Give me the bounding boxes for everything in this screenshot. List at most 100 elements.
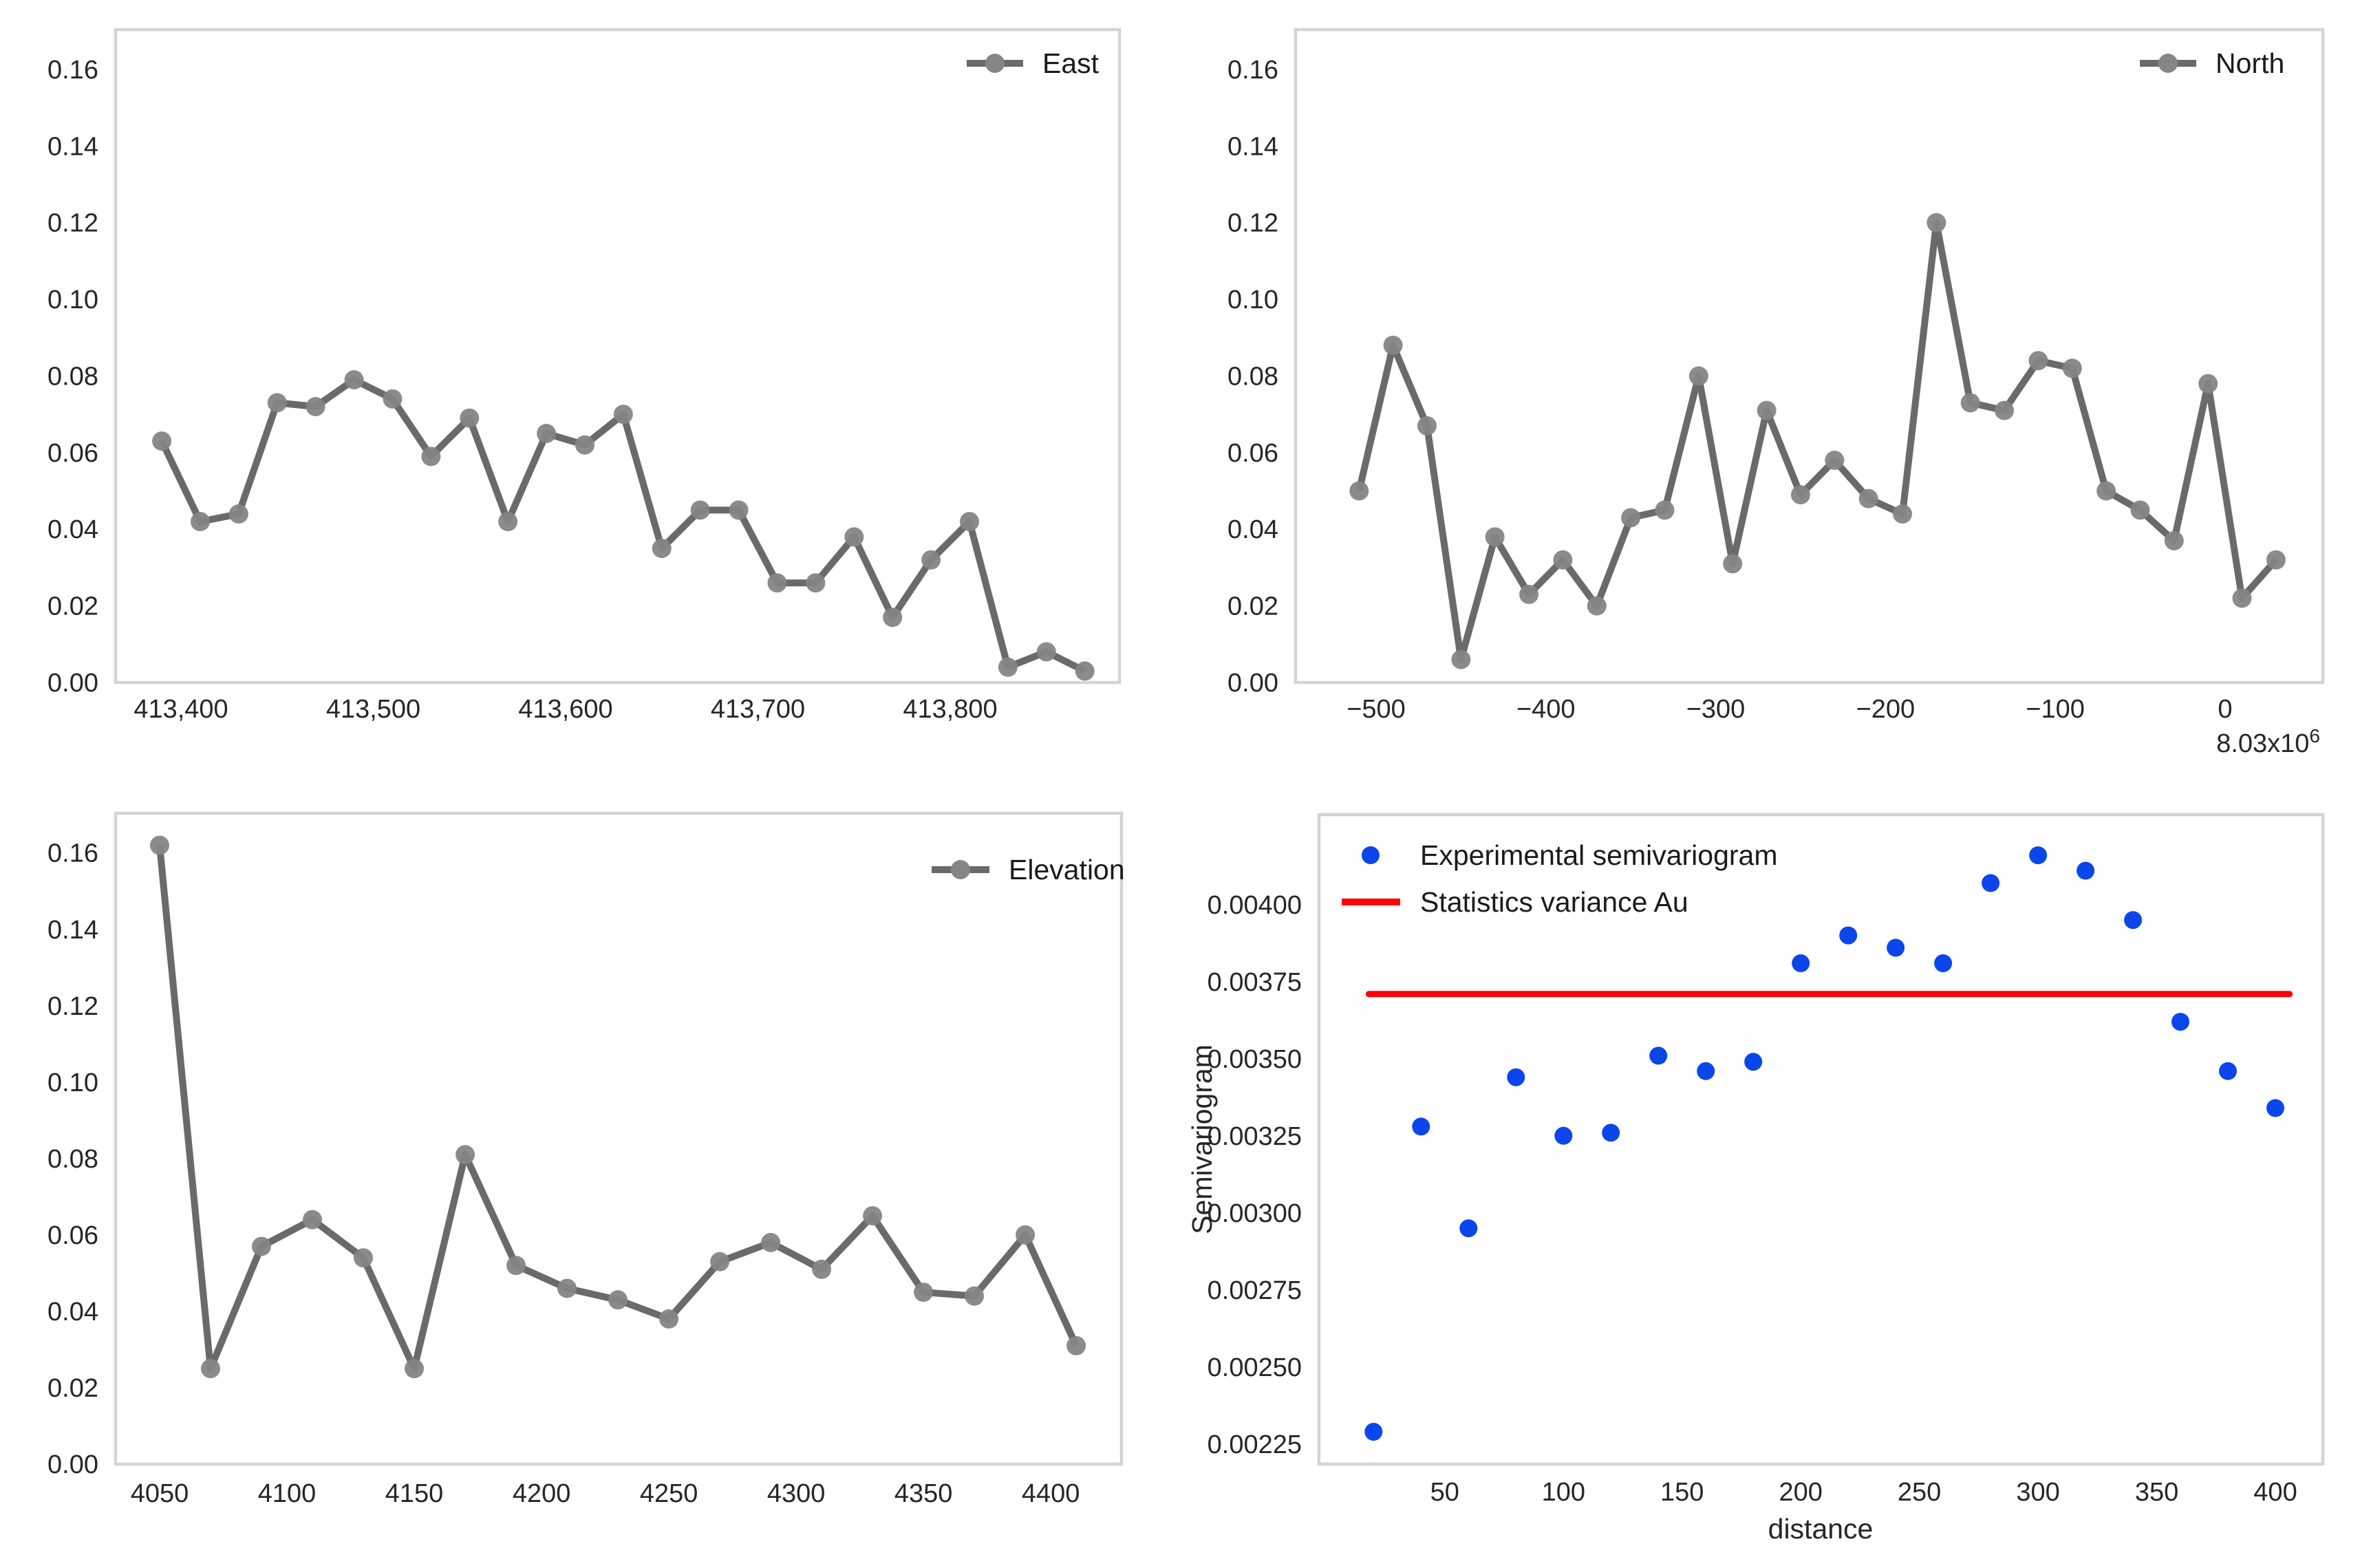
plot-border — [114, 28, 1122, 685]
data-point-marker — [557, 1278, 577, 1298]
y-tick-label: 0.00325 — [1208, 1122, 1302, 1151]
data-point-marker — [1927, 213, 1946, 233]
x-tick-label: 413,500 — [326, 695, 420, 724]
x-tick-label: 300 — [2016, 1478, 2059, 1507]
x-tick-label: 4300 — [767, 1479, 826, 1508]
north-chart: −500 −400 −300 −200 −100 0 0.00 0.02 0.04 0.06 0.0… — [1227, 28, 2325, 758]
x-tick-label: 150 — [1660, 1478, 1704, 1507]
data-point-marker — [305, 397, 325, 416]
semivariogram-series-area: 50 100 150 200 250 300 350 400 0.00225 0.00250 0.0… — [1208, 846, 2297, 1507]
data-point-marker — [1825, 451, 1845, 470]
data-point-marker — [1688, 366, 1708, 386]
x-tick-label: 413,800 — [903, 695, 997, 724]
x-tick-label: 413,700 — [711, 695, 805, 724]
data-point-marker — [498, 512, 518, 532]
data-point-marker — [2266, 550, 2286, 570]
scatter-point — [2124, 911, 2143, 930]
legend-marker-icon — [985, 54, 1005, 73]
data-point-marker — [1349, 481, 1369, 501]
data-point-marker — [267, 393, 287, 413]
scatter-point — [1982, 874, 2000, 892]
data-point-marker — [1066, 1335, 1086, 1355]
data-point-marker — [2130, 500, 2150, 520]
y-tick-label: 0.04 — [1227, 515, 1278, 544]
x-tick-label: −200 — [1856, 695, 1916, 724]
y-tick-label: 0.12 — [1227, 209, 1278, 238]
data-point-marker — [921, 550, 941, 570]
x-tick-label: 413,600 — [518, 695, 612, 724]
legend-label: East — [1042, 47, 1099, 79]
data-point-marker — [1757, 400, 1777, 420]
y-tick-label: 0.14 — [1227, 132, 1278, 161]
scatter-point — [2029, 846, 2048, 865]
y-tick-label: 0.06 — [47, 1221, 98, 1250]
data-point-marker — [690, 500, 710, 520]
y-tick-label: 0.12 — [47, 992, 98, 1021]
legend-label: North — [2216, 47, 2284, 79]
data-point-marker — [1587, 596, 1607, 616]
legend-label-experimental: Experimental semivariogram — [1420, 839, 1778, 871]
scatter-point — [1649, 1046, 1668, 1065]
data-point-marker — [1995, 400, 2014, 420]
x-tick-label: −100 — [2026, 695, 2085, 724]
data-point-marker — [998, 657, 1018, 677]
data-point-marker — [844, 527, 864, 547]
y-tick-label: 0.00300 — [1208, 1199, 1302, 1228]
data-point-marker — [228, 504, 248, 524]
y-tick-label: 0.16 — [1227, 56, 1278, 85]
north-line — [1355, 219, 2279, 663]
data-point-marker — [1417, 416, 1437, 436]
legend-dot-icon — [1362, 846, 1380, 864]
x-tick-label: 413,400 — [133, 695, 228, 724]
data-point-marker — [1485, 527, 1505, 547]
data-point-marker — [729, 500, 749, 520]
scatter-point — [1744, 1053, 1763, 1071]
x-axis-label: distance — [1768, 1513, 1874, 1545]
y-tick-label: 0.00250 — [1208, 1353, 1302, 1382]
offset-exponent: 6 — [2309, 725, 2320, 747]
y-tick-label: 0.04 — [47, 515, 98, 544]
data-point-marker — [965, 1286, 985, 1306]
x-tick-label: 50 — [1430, 1478, 1459, 1507]
scatter-point — [1839, 926, 1858, 945]
data-point-marker — [806, 573, 826, 593]
x-tick-label: −300 — [1686, 695, 1746, 724]
y-tick-label: 0.00275 — [1208, 1276, 1302, 1305]
data-point-marker — [2062, 358, 2082, 378]
data-point-marker — [767, 573, 787, 593]
data-point-marker — [575, 435, 594, 455]
x-tick-label: 350 — [2135, 1478, 2178, 1507]
data-point-marker — [2198, 374, 2218, 394]
data-point-marker — [960, 512, 979, 532]
x-tick-label: 4250 — [640, 1479, 698, 1508]
north-chart-cell: −500 −400 −300 −200 −100 0 0.00 0.02 0.04 0.06 0.0… — [1180, 0, 2360, 784]
scatter-point — [1887, 938, 1905, 957]
x-tick-label: 4150 — [385, 1479, 444, 1508]
data-point-marker — [1383, 335, 1403, 355]
data-point-marker — [761, 1233, 781, 1252]
x-tick-label: 4350 — [894, 1479, 953, 1508]
scatter-point — [2077, 861, 2095, 880]
y-tick-label: 0.16 — [47, 56, 98, 85]
data-point-marker — [812, 1259, 832, 1279]
y-tick-label: 0.06 — [47, 439, 98, 468]
data-point-marker — [1519, 584, 1539, 604]
east-legend: East — [967, 47, 1099, 79]
semivariogram-legend: Experimental semivariogram Statistics va… — [1342, 839, 1778, 918]
data-point-marker — [863, 1206, 883, 1226]
x-tick-label: 4100 — [258, 1479, 317, 1508]
data-point-marker — [2028, 351, 2048, 371]
scatter-point — [1602, 1124, 1620, 1142]
data-point-marker — [652, 539, 672, 559]
y-tick-label: 0.00400 — [1208, 891, 1302, 920]
data-point-marker — [506, 1256, 526, 1276]
data-point-marker — [1790, 485, 1810, 505]
east-chart: 413,400 413,500 413,600 413,700 413,800 0.00 0… — [47, 28, 1122, 724]
x-tick-label: 0 — [2218, 695, 2232, 724]
x-tick-label: 250 — [1898, 1478, 1941, 1507]
y-tick-label: 0.10 — [47, 286, 98, 314]
x-tick-label: 100 — [1542, 1478, 1585, 1507]
data-point-marker — [150, 835, 169, 855]
y-tick-label: 0.08 — [1227, 363, 1278, 391]
